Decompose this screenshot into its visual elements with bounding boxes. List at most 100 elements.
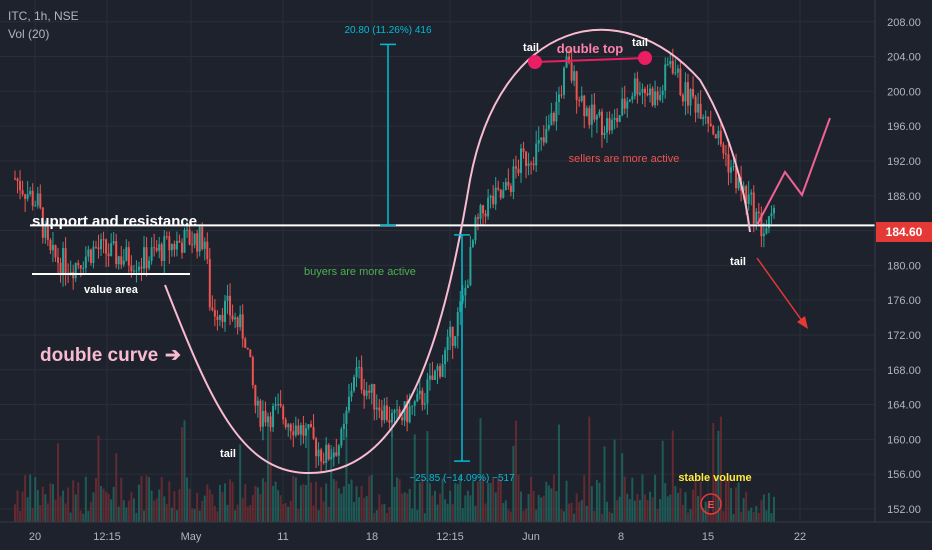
volume-bar [14,504,16,522]
candle-body [292,431,295,436]
volume-bar [24,475,27,522]
volume-bar [180,427,183,522]
volume-bar [125,507,128,522]
candle-body [722,144,725,154]
candle-body [471,240,474,248]
candle-body [717,130,720,139]
candle-body [57,257,60,263]
candle-body [398,409,401,418]
candle-body [54,244,57,258]
volume-bar [729,487,732,522]
volume-bar [580,500,583,522]
volume-bar [115,453,118,522]
price-axis[interactable]: 152.00 156.00 160.00 164.00 168.00 172.00 176.… [887,17,921,516]
volume-bar [666,496,669,522]
volume-legend[interactable]: Vol (20) [8,27,49,41]
candle-body [14,178,16,180]
candle-body [218,314,221,320]
time-axis[interactable]: 20 12:15 May 11 18 12:15 Jun 8 15 22 [29,531,806,543]
candle-body [82,268,85,270]
volume-bar [492,477,495,522]
candle-body [509,185,512,192]
candle-body [423,403,426,405]
volume-bar [623,476,626,522]
candle-body [454,336,457,346]
candle-body [497,187,500,190]
volume-bar [514,420,517,522]
volume-bar [69,512,72,522]
candle-body [198,226,201,252]
volume-bar [651,497,654,522]
volume-bar [244,484,247,522]
y-tick-label: 200.00 [887,86,921,98]
candle-body [757,211,760,214]
candle-body [105,239,108,254]
candle-body [342,423,345,430]
candle-body [84,256,87,269]
volume-bar [522,510,525,522]
volume-bar [132,498,135,522]
candle-body [322,461,325,463]
candle-body [340,429,343,446]
volume-bar [755,505,758,522]
candle-body [140,266,143,269]
symbol-legend[interactable]: ITC, 1h, NSE [8,9,79,23]
volume-bar [218,485,221,522]
x-tick-label: 18 [366,531,378,543]
candle-body [451,326,454,346]
candle-body [573,71,576,81]
candle-body [621,98,624,116]
candle-body [355,367,358,377]
volume-bar [686,512,689,522]
volume-bar [234,510,237,522]
candle-body [613,117,616,120]
candle-body [712,126,715,135]
candle-body [269,416,272,428]
candle-body [707,116,710,124]
x-tick-label: 15 [702,531,714,543]
candle-body [413,401,416,406]
volume-bar [694,480,697,522]
annotation-overlay [30,28,875,475]
measure-down-label: −25.85 (−14.09%) −517 [409,473,515,484]
candle-body [274,404,277,407]
candle-body [755,211,758,224]
value-area-label: value area [84,284,139,296]
candle-body [196,233,199,252]
buyers-label: buyers are more active [304,266,416,278]
volume-bar [575,493,578,522]
candle-body [279,403,282,407]
candle-body [689,89,692,106]
volume-bar [148,477,151,522]
earnings-badge-icon[interactable] [700,493,722,515]
candle-body [656,91,659,100]
candle-body [570,62,573,81]
candle-body [431,375,434,380]
volume-bar [398,479,401,522]
volume-bar [353,502,356,522]
volume-bar [626,493,629,522]
volume-bar [327,506,330,522]
candle-body [294,425,297,436]
volume-bar [378,494,381,522]
volume-bar [416,509,419,522]
candle-body [611,119,614,131]
volume-bar [722,511,725,522]
volume-bar [246,506,249,522]
volume-bar [421,478,424,522]
candle-body [666,64,669,66]
candle-body [603,132,606,136]
candle-body [385,405,388,421]
volume-bar [550,488,553,522]
volume-bar [279,495,282,522]
candle-body [143,247,146,269]
volume-bar [552,474,555,522]
y-tick-label: 168.00 [887,365,921,377]
candle-body [595,115,598,120]
volume-bar [451,504,454,522]
volume-bar [520,491,522,522]
volume-bar [461,508,464,522]
volume-bar [408,488,411,522]
volume-bar [282,503,285,522]
